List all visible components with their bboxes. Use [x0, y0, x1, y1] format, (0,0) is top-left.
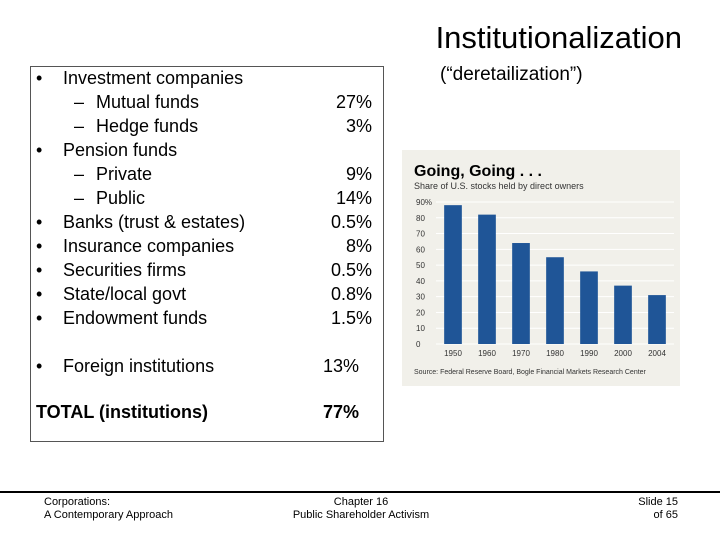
x-tick-label: 1950: [444, 349, 462, 358]
y-tick-label: 60: [416, 245, 425, 254]
mutual-funds-label: Mutual funds: [96, 92, 200, 112]
public-label: Public: [96, 188, 146, 208]
y-tick-label: 50: [416, 261, 425, 270]
securities-value: 0.5%: [330, 260, 372, 280]
state-local-value: 0.8%: [330, 284, 372, 304]
content-box: [30, 66, 384, 442]
insurance-label: Insurance companies: [63, 236, 235, 256]
state-local-label: State/local govt: [63, 284, 187, 304]
foreign-value: 13%: [323, 356, 360, 376]
footer-chapter: Chapter 16 Public Shareholder Activism: [286, 496, 436, 522]
y-tick-label: 90%: [416, 198, 432, 207]
footer-course-line2: A Contemporary Approach: [44, 509, 174, 521]
dash: –: [74, 92, 85, 112]
y-tick-label: 20: [416, 308, 425, 317]
bullet: •: [36, 140, 43, 160]
bar: [546, 257, 564, 344]
bullet: •: [36, 284, 43, 304]
footer-divider: [0, 491, 720, 493]
bullet: •: [36, 68, 43, 88]
bullet: •: [36, 236, 43, 256]
footer-chapter-line2: Public Shareholder Activism: [292, 509, 430, 521]
total-label: TOTAL (institutions): [36, 402, 208, 422]
bullet: •: [36, 308, 43, 328]
slide-subtitle: (“deretailization”): [440, 64, 583, 85]
y-tick-label: 0: [416, 340, 421, 349]
bar-chart: Going, Going . . . Share of U.S. stocks …: [402, 150, 680, 386]
bullet: •: [36, 212, 43, 232]
public-value: 14%: [335, 188, 372, 208]
footer-chapter-line1: Chapter 16: [333, 496, 389, 508]
dash: –: [74, 188, 85, 208]
x-tick-label: 2004: [648, 349, 666, 358]
bar: [580, 271, 598, 344]
x-tick-label: 1990: [580, 349, 598, 358]
private-label: Private: [96, 164, 153, 184]
y-tick-label: 80: [416, 214, 425, 223]
bullet: •: [36, 356, 43, 376]
footer-slide-line1: Slide 15: [638, 496, 678, 508]
hedge-funds-value: 3%: [345, 116, 372, 136]
banks-value: 0.5%: [330, 212, 372, 232]
footer-slide-line2: of 65: [653, 509, 678, 521]
y-tick-label: 70: [416, 230, 425, 239]
bar: [614, 285, 632, 344]
slide-title: Institutionalization: [435, 20, 682, 55]
bullet: •: [36, 260, 43, 280]
chart-title: Going, Going . . .: [414, 163, 542, 180]
securities-label: Securities firms: [63, 260, 187, 280]
chart-canvas: Going, Going . . . Share of U.S. stocks …: [414, 163, 674, 376]
dash: –: [74, 164, 85, 184]
mutual-funds-value: 27%: [335, 92, 372, 112]
bar: [512, 243, 530, 344]
total-value: 77%: [323, 402, 360, 422]
dash: –: [74, 116, 85, 136]
bar: [444, 205, 462, 344]
hedge-funds-label: Hedge funds: [96, 116, 199, 136]
y-tick-label: 40: [416, 277, 425, 286]
x-tick-label: 1980: [546, 349, 564, 358]
x-tick-label: 2000: [614, 349, 632, 358]
bar: [648, 295, 666, 344]
banks-label: Banks (trust & estates): [63, 212, 246, 232]
bar: [478, 214, 496, 344]
endowment-value: 1.5%: [330, 308, 372, 328]
footer-course: Corporations: A Contemporary Approach: [44, 496, 173, 522]
investment-companies-label: Investment companies: [63, 68, 244, 88]
x-tick-label: 1960: [478, 349, 496, 358]
pension-funds-label: Pension funds: [63, 140, 178, 160]
private-value: 9%: [345, 164, 372, 184]
chart-source: Source: Federal Reserve Board, Bogle Fin…: [414, 369, 647, 376]
y-tick-label: 30: [416, 293, 425, 302]
x-tick-label: 1970: [512, 349, 530, 358]
insurance-value: 8%: [345, 236, 372, 256]
y-tick-label: 10: [416, 324, 425, 333]
chart-subtitle: Share of U.S. stocks held by direct owne…: [414, 181, 584, 191]
foreign-label: Foreign institutions: [63, 356, 215, 376]
endowment-label: Endowment funds: [63, 308, 208, 328]
footer-course-line1: Corporations:: [44, 496, 111, 508]
footer-slide-number: Slide 15 of 65: [638, 496, 678, 522]
